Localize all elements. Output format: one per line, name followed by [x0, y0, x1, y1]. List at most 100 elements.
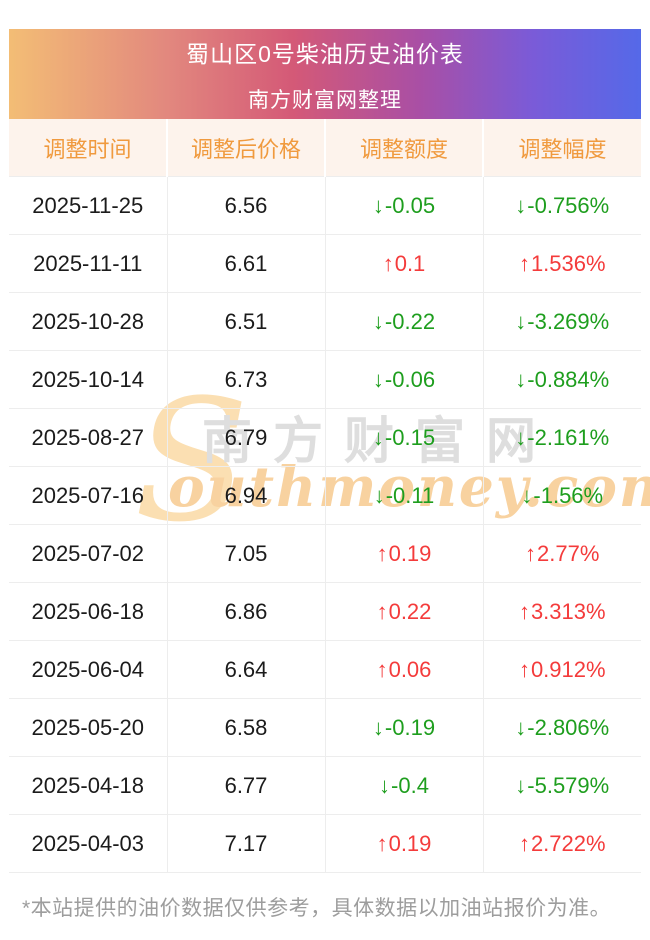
up-arrow-icon: ↑	[376, 598, 388, 624]
column-header-date: 调整时间	[9, 119, 167, 177]
percent-value: -5.579%	[527, 772, 610, 798]
up-arrow-icon: ↑	[518, 830, 530, 856]
percent-cell: ↓-2.161%	[482, 408, 641, 467]
column-header-change: 调整额度	[324, 119, 483, 177]
down-arrow-icon: ↓	[515, 366, 527, 392]
down-arrow-icon: ↓	[372, 308, 384, 334]
price-cell: 6.77	[166, 756, 325, 815]
down-arrow-icon: ↓	[515, 308, 527, 334]
change-cell: ↓-0.05	[324, 176, 483, 235]
price-cell: 7.05	[166, 524, 325, 583]
down-arrow-icon: ↓	[515, 424, 527, 450]
percent-value: -0.756%	[527, 192, 610, 218]
price-cell: 6.58	[166, 698, 325, 757]
table-row: 2025-05-20 6.58 ↓-0.19 ↓-2.806%	[9, 698, 641, 757]
percent-cell: ↑2.722%	[482, 814, 641, 873]
column-header-price: 调整后价格	[166, 119, 325, 177]
date-cell: 2025-04-18	[9, 756, 167, 815]
percent-value: -2.806%	[527, 714, 610, 740]
change-value: 0.22	[388, 598, 432, 624]
change-value: -0.22	[384, 308, 436, 334]
down-arrow-icon: ↓	[372, 366, 384, 392]
change-cell: ↑0.22	[324, 582, 483, 641]
percent-cell: ↑2.77%	[482, 524, 641, 583]
table-row: 2025-07-16 6.94 ↓-0.11 ↓-1.56%	[9, 466, 641, 525]
change-cell: ↓-0.06	[324, 350, 483, 409]
down-arrow-icon: ↓	[515, 714, 527, 740]
up-arrow-icon: ↑	[518, 656, 530, 682]
disclaimer-note: *本站提供的油价数据仅供参考，具体数据以加油站报价为准。	[22, 897, 612, 920]
date-cell: 2025-07-02	[9, 524, 167, 583]
change-value: -0.19	[384, 714, 436, 740]
date-cell: 2025-06-18	[9, 582, 167, 641]
change-cell: ↓-0.22	[324, 292, 483, 351]
date-cell: 2025-06-04	[9, 640, 167, 699]
change-cell: ↑0.06	[324, 640, 483, 699]
up-arrow-icon: ↑	[525, 540, 537, 566]
percent-cell: ↓-1.56%	[482, 466, 641, 525]
table-row: 2025-04-03 7.17 ↑0.19 ↑2.722%	[9, 814, 641, 873]
percent-value: 2.722%	[530, 830, 606, 856]
percent-value: -0.884%	[527, 366, 610, 392]
down-arrow-icon: ↓	[515, 192, 527, 218]
column-header-percent: 调整幅度	[482, 119, 641, 177]
up-arrow-icon: ↑	[518, 598, 530, 624]
date-cell: 2025-11-11	[9, 234, 167, 293]
change-value: -0.06	[384, 366, 436, 392]
table-row: 2025-04-18 6.77 ↓-0.4 ↓-5.579%	[9, 756, 641, 815]
up-arrow-icon: ↑	[376, 830, 388, 856]
date-cell: 2025-10-28	[9, 292, 167, 351]
change-value: 0.19	[388, 830, 432, 856]
table-row: 2025-11-25 6.56 ↓-0.05 ↓-0.756%	[9, 176, 641, 235]
percent-cell: ↓-2.806%	[482, 698, 641, 757]
date-cell: 2025-10-14	[9, 350, 167, 409]
change-value: -0.11	[385, 482, 435, 508]
percent-value: 2.77%	[537, 540, 600, 566]
table-row: 2025-06-04 6.64 ↑0.06 ↑0.912%	[9, 640, 641, 699]
percent-cell: ↑3.313%	[482, 582, 641, 641]
up-arrow-icon: ↑	[518, 250, 530, 276]
up-arrow-icon: ↑	[382, 250, 394, 276]
date-cell: 2025-11-25	[9, 176, 167, 235]
price-cell: 6.64	[166, 640, 325, 699]
percent-cell: ↓-5.579%	[482, 756, 641, 815]
change-value: 0.1	[394, 250, 426, 276]
table-header-row: 调整时间 调整后价格 调整额度 调整幅度	[9, 119, 641, 177]
change-cell: ↓-0.4	[324, 756, 483, 815]
price-cell: 6.79	[166, 408, 325, 467]
change-cell: ↓-0.19	[324, 698, 483, 757]
percent-value: -2.161%	[527, 424, 610, 450]
price-cell: 6.61	[166, 234, 325, 293]
down-arrow-icon: ↓	[373, 482, 385, 508]
page-subtitle: 南方财富网整理	[248, 88, 402, 112]
price-history-table: 调整时间 调整后价格 调整额度 调整幅度 2025-11-25 6.56 ↓-0.0…	[9, 119, 641, 873]
down-arrow-icon: ↓	[372, 192, 384, 218]
date-cell: 2025-05-20	[9, 698, 167, 757]
table-row: 2025-06-18 6.86 ↑0.22 ↑3.313%	[9, 582, 641, 641]
price-cell: 6.86	[166, 582, 325, 641]
price-cell: 6.94	[166, 466, 325, 525]
price-cell: 7.17	[166, 814, 325, 873]
percent-cell: ↓-0.884%	[482, 350, 641, 409]
down-arrow-icon: ↓	[515, 772, 527, 798]
up-arrow-icon: ↑	[376, 656, 388, 682]
change-cell: ↓-0.11	[324, 466, 483, 525]
change-value: 0.19	[388, 540, 432, 566]
percent-value: 1.536%	[530, 250, 606, 276]
down-arrow-icon: ↓	[521, 482, 533, 508]
table-row: 2025-10-14 6.73 ↓-0.06 ↓-0.884%	[9, 350, 641, 409]
price-cell: 6.73	[166, 350, 325, 409]
change-cell: ↑0.19	[324, 524, 483, 583]
price-cell: 6.56	[166, 176, 325, 235]
page-banner: 蜀山区0号柴油历史油价表 南方财富网整理	[9, 29, 641, 119]
down-arrow-icon: ↓	[379, 772, 391, 798]
percent-value: -3.269%	[527, 308, 610, 334]
change-cell: ↑0.19	[324, 814, 483, 873]
table-row: 2025-10-28 6.51 ↓-0.22 ↓-3.269%	[9, 292, 641, 351]
percent-value: -1.56%	[533, 482, 604, 508]
change-value: -0.15	[384, 424, 436, 450]
change-value: -0.05	[384, 192, 436, 218]
date-cell: 2025-08-27	[9, 408, 167, 467]
table-row: 2025-07-02 7.05 ↑0.19 ↑2.77%	[9, 524, 641, 583]
percent-cell: ↑1.536%	[482, 234, 641, 293]
